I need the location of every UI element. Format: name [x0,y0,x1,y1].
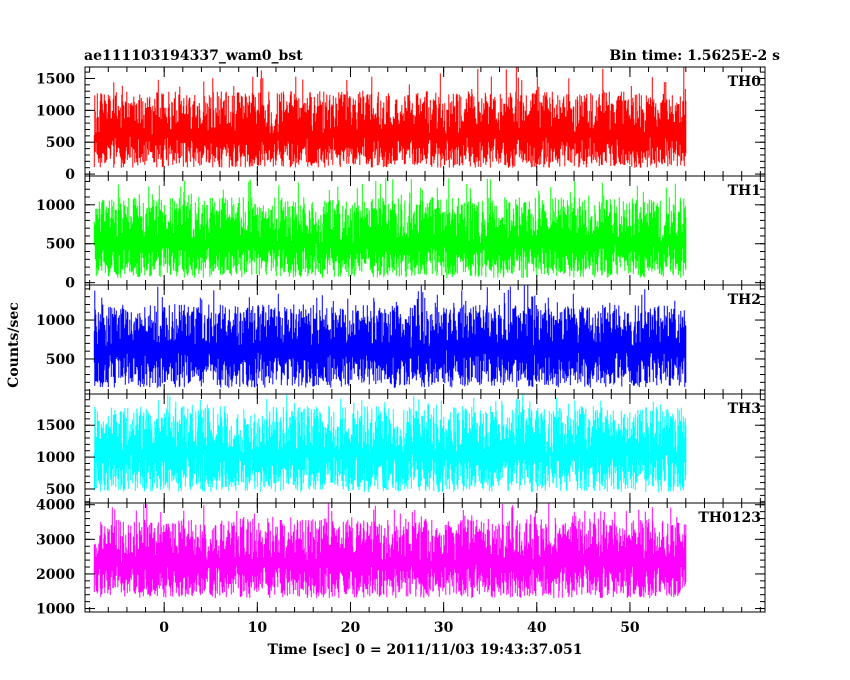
x-axis-label: Time [sec] 0 = 2011/11/03 19:43:37.051 [268,642,583,658]
x-tick-label: 40 [527,620,547,636]
y-tick-label: 500 [46,237,75,253]
panel-label: TH0123 [698,510,761,526]
panel-label: TH0 [728,74,762,90]
y-tick-label: 1000 [36,313,75,329]
y-tick-label: 1500 [36,71,75,87]
x-tick-label: 30 [434,620,454,636]
panel-label: TH1 [728,183,761,199]
panel-th2: 500 1000 TH2 [36,284,766,395]
y-tick-label: 2000 [36,567,75,583]
y-tick-label: 0 [65,167,75,183]
panel-th0: 0 500 1000 1500 TH0 [36,66,766,183]
y-tick-label: 500 [46,352,75,368]
x-tick-label: 10 [248,620,268,636]
y-tick-label: 1000 [36,198,75,214]
y-tick-label: 1000 [36,602,75,618]
y-tick-label: 1000 [36,103,75,119]
y-tick-label: 0 [65,276,75,292]
lightcurve-th0123 [93,503,687,599]
x-tick-label: 50 [620,620,640,636]
y-tick-label: 500 [46,482,75,498]
plot-title: ae111103194337_wam0_bst [84,48,303,64]
panel-th3: 500 1000 1500 TH3 [36,393,766,504]
y-tick-label: 1000 [36,450,75,466]
y-tick-label: 500 [46,135,75,151]
lightcurve-th0 [93,67,687,168]
x-tick-label: 0 [159,620,169,636]
panel-th0123: 1000 2000 3000 4000 TH0123 0 10 20 30 40 50 [36,498,766,636]
panel-label: TH3 [728,401,761,417]
x-tick-label: 20 [341,620,361,636]
y-tick-label: 3000 [36,532,75,548]
y-tick-label: 1500 [36,418,75,434]
panel-label: TH2 [728,292,761,308]
panel-th1: 0 500 1000 TH1 [36,175,766,292]
y-axis-label: Counts/sec [6,302,22,388]
y-tick-label: 4000 [36,498,75,514]
bin-time-label: Bin time: 1.5625E-2 s [609,48,780,64]
lightcurve-th1 [93,177,687,278]
lightcurve-th2 [93,285,687,388]
lightcurve-th3 [93,394,687,493]
